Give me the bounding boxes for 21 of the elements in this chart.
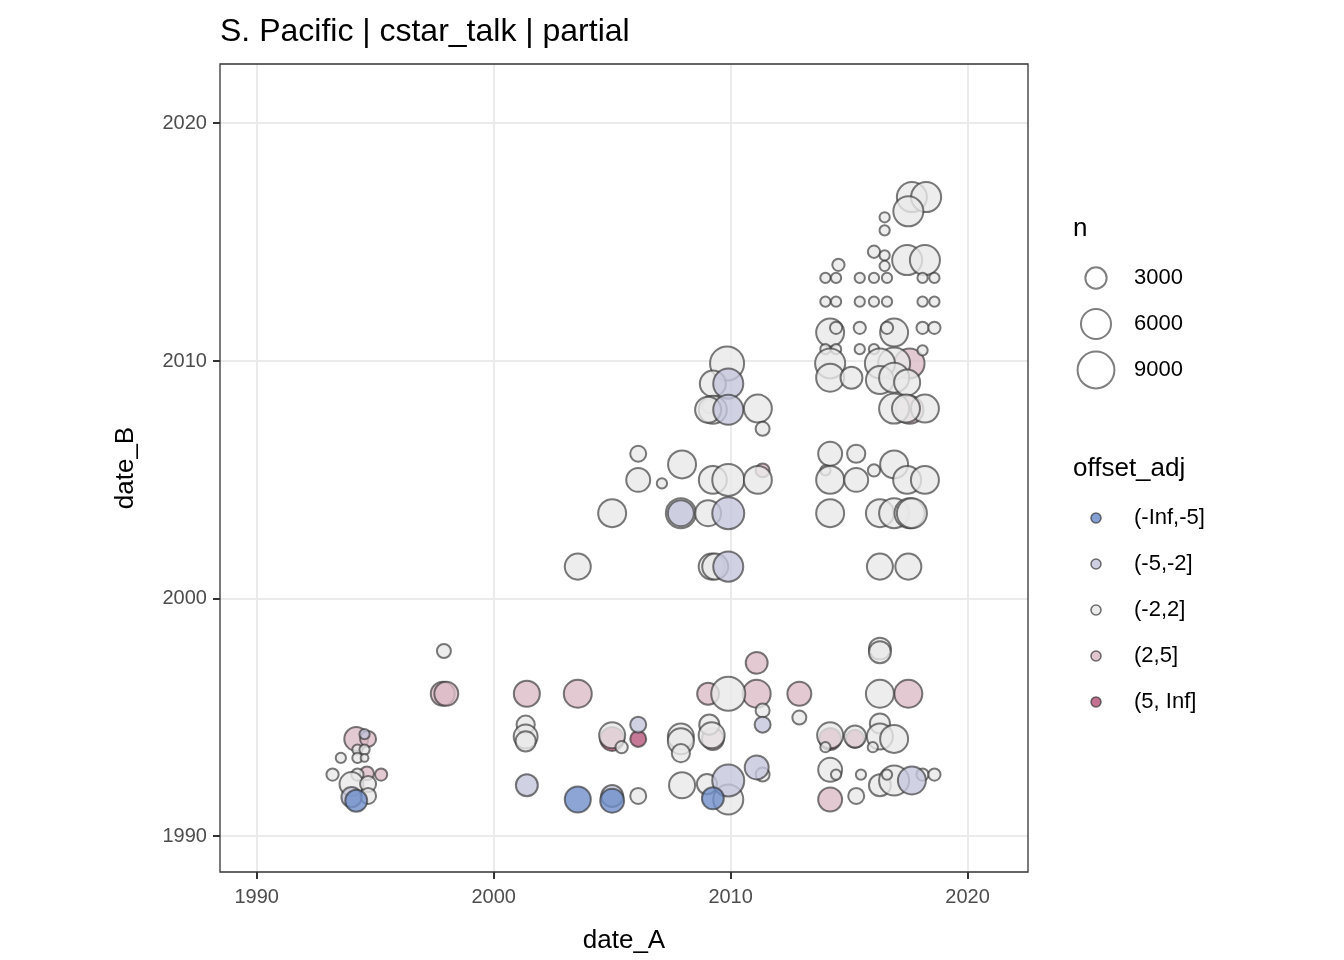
legend-label: (2,5]: [1134, 642, 1179, 668]
x-tick-label: 2020: [945, 884, 990, 907]
x-axis-title: date_A: [582, 923, 666, 954]
y-tick-label: 2010: [162, 348, 207, 371]
text: n: [1073, 212, 1088, 242]
legend-label: 9000: [1134, 356, 1183, 382]
y-axis-title: date_B: [108, 426, 139, 510]
x-tick-label: 2000: [471, 884, 516, 907]
y-tick-label: 2020: [162, 110, 207, 133]
x-tick-label: 1990: [234, 884, 279, 907]
legend-label: (-2,2]: [1134, 596, 1186, 622]
legend-label: (-Inf,-5]: [1134, 504, 1205, 530]
y-tick-label: 1990: [162, 823, 207, 846]
legend-label: (-5,-2]: [1134, 550, 1193, 576]
legend-label: (5, Inf]: [1134, 688, 1197, 714]
y-tick-label: 2000: [162, 586, 207, 609]
legend-title: offset_adj: [1073, 452, 1186, 482]
legend-label: 3000: [1134, 264, 1183, 290]
legend-label: 6000: [1134, 310, 1183, 336]
x-tick-label: 2010: [708, 884, 753, 907]
chart-title: S. Pacific | cstar_talk | partial: [220, 12, 630, 48]
